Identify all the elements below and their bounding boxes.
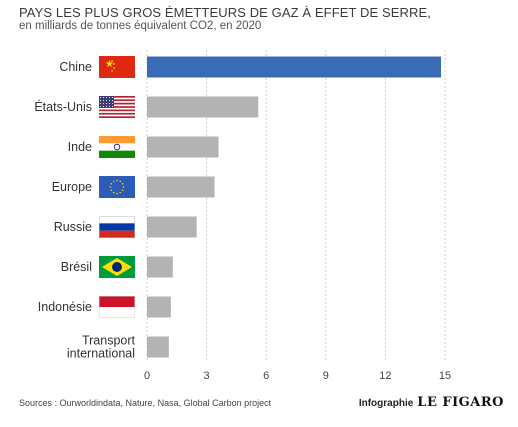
usa-flag-icon	[99, 96, 135, 118]
category-label: Europe	[52, 180, 92, 194]
bar	[147, 176, 215, 198]
bar	[147, 296, 171, 318]
x-tick-label: 6	[263, 370, 269, 382]
x-tick-label: 9	[323, 370, 329, 382]
le-figaro-logo: LE FIGARO	[417, 395, 504, 410]
bar	[147, 56, 442, 78]
credit-label: Infographie	[358, 398, 414, 409]
chart-title: PAYS LES PLUS GROS ÉMETTEURS DE GAZ À EF…	[19, 5, 432, 20]
category-label: États-Unis	[34, 99, 92, 114]
x-tick-label: 15	[439, 370, 451, 382]
bar	[147, 136, 219, 158]
category-label: Brésil	[61, 260, 92, 274]
chart-subtitle: en milliards de tonnes équivalent CO2, e…	[19, 20, 262, 32]
x-tick-label: 3	[204, 370, 210, 382]
x-tick-label: 12	[379, 370, 391, 382]
bar	[147, 336, 169, 358]
x-tick-label: 0	[144, 370, 150, 382]
eu-flag-icon	[99, 176, 135, 198]
russia-flag-icon	[99, 216, 135, 238]
china-flag-icon: ★	[99, 56, 135, 78]
svg-text:★: ★	[105, 59, 114, 70]
category-label: Indonésie	[38, 300, 92, 314]
india-flag-icon	[99, 136, 135, 158]
bar	[147, 256, 173, 278]
bar	[147, 96, 259, 118]
category-label: Russie	[54, 220, 92, 234]
category-label: Inde	[68, 140, 92, 154]
credit: Infographie LE FIGARO	[359, 395, 504, 410]
sources-note: Sources : Ourworldindata, Nature, Nasa, …	[19, 398, 272, 408]
category-label: international	[67, 347, 135, 361]
bar	[147, 216, 197, 238]
category-label: Transport	[82, 334, 136, 348]
category-label: Chine	[59, 60, 92, 74]
indonesia-flag-icon	[99, 296, 135, 318]
brazil-flag-icon	[99, 256, 135, 278]
